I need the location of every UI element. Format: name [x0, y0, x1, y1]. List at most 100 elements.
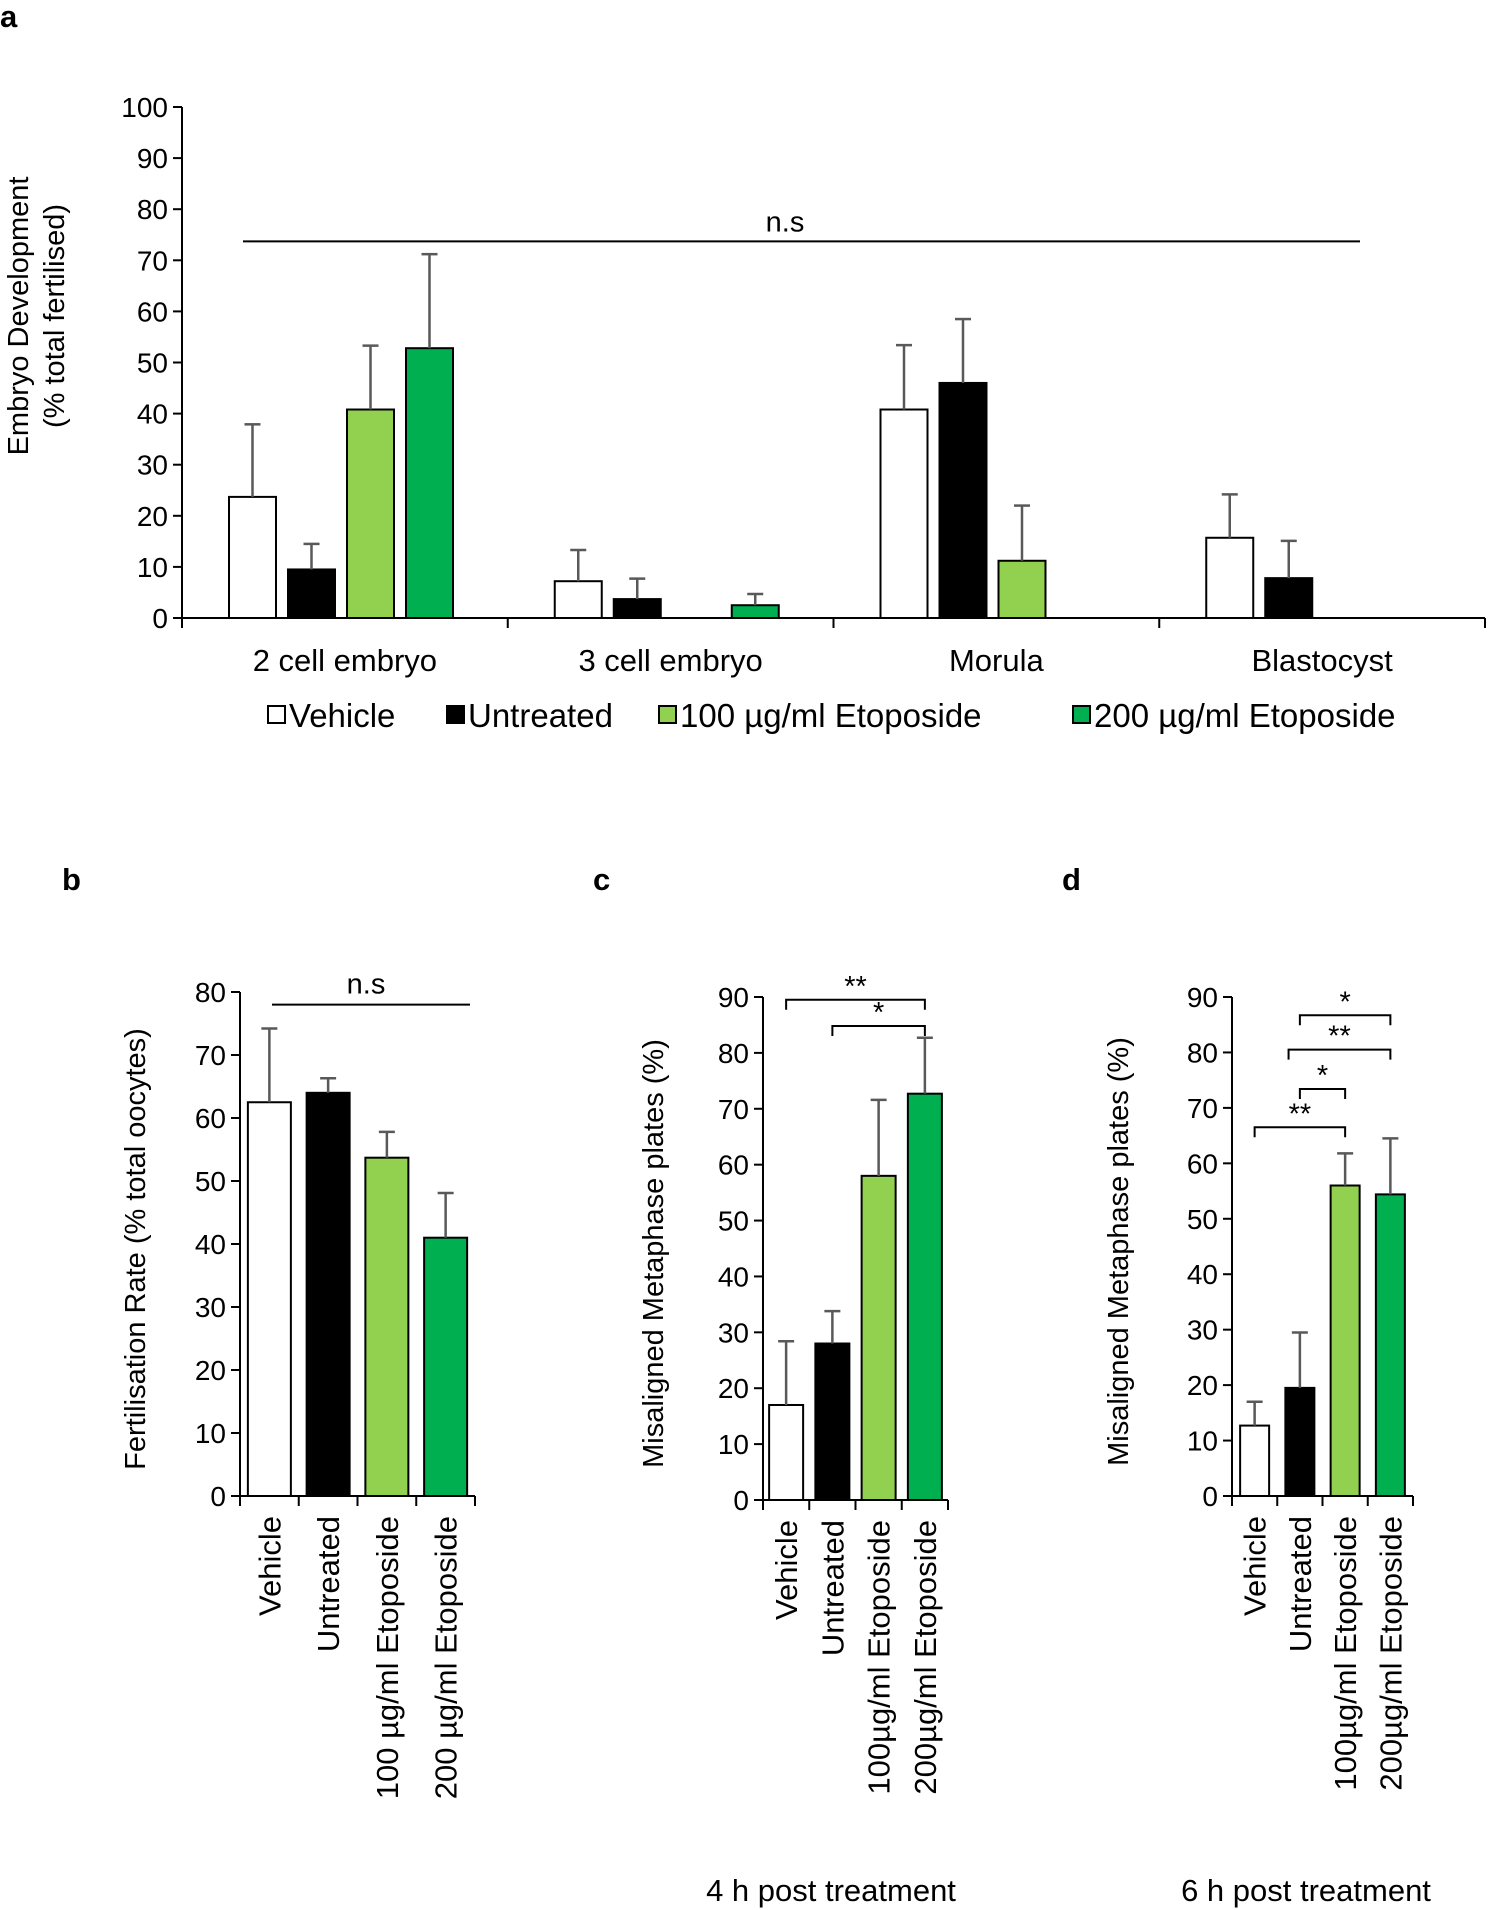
panel-d-category-label: Untreated — [1283, 1516, 1318, 1652]
panel-c-y-tick-label: 90 — [718, 982, 749, 1013]
panel-b-y-tick-label: 10 — [195, 1418, 226, 1449]
panel-a-y-tick-label: 90 — [137, 143, 168, 174]
panel-b-y-axis-label: Fertilisation Rate (% total oocytes) — [120, 1028, 152, 1470]
panel-c-y-tick-label: 0 — [733, 1485, 749, 1516]
panel-b-chart: 0 10 20 30 40 50 60 70 80 Vehicle Untreated 100 µg/… — [120, 969, 476, 1799]
panel-a-y-tick-label: 30 — [137, 450, 168, 481]
panel-b-y-tick-label: 40 — [195, 1229, 226, 1260]
panel-d-y-tick-label: 40 — [1187, 1259, 1218, 1290]
panel-d-y-tick-label: 60 — [1187, 1148, 1218, 1179]
panel-c-y-tick-label: 20 — [718, 1373, 749, 1404]
panel-b-y-tick-label: 60 — [195, 1103, 226, 1134]
panel-c-category-label: 200µg/ml Etoposide — [908, 1520, 943, 1795]
panel-c-y-tick-label: 50 — [718, 1206, 749, 1237]
legend-label: 200 µg/ml Etoposide — [1094, 697, 1396, 734]
panel-c-category-label: Untreated — [815, 1520, 850, 1656]
panel-d-category-label: 200µg/ml Etoposide — [1373, 1516, 1408, 1791]
panel-c-significance-bracket — [831, 1025, 926, 1037]
panel-c-y-tick-label: 10 — [718, 1429, 749, 1460]
panel-a-bar — [612, 598, 662, 620]
panel-b-y-tick-label: 0 — [210, 1481, 226, 1512]
panel-c-bar — [814, 1342, 851, 1501]
panel-letter-d: d — [1062, 862, 1081, 897]
panel-b-category-label: Vehicle — [252, 1516, 287, 1616]
panel-c-y-tick-label: 40 — [718, 1261, 749, 1292]
panel-d-y-tick-label: 80 — [1187, 1037, 1218, 1068]
panel-b-y-tick-label: 50 — [195, 1166, 226, 1197]
panel-a-bar — [1205, 536, 1255, 620]
panel-a-y-axis-label: Embryo Development — [3, 177, 35, 456]
panel-d-significance-bracket — [1298, 1088, 1347, 1100]
panel-a-bar — [938, 381, 988, 619]
panel-a-bar — [1264, 577, 1314, 620]
panel-b-category-label: 100 µg/ml Etoposide — [370, 1516, 405, 1799]
panel-d-y-axis-label: Misaligned Metaphase plates (%) — [1103, 1037, 1135, 1466]
panel-letter-b: b — [62, 862, 81, 897]
legend-swatch — [446, 705, 465, 724]
panel-b-ns-label: n.s — [347, 969, 386, 1001]
panel-a-y-tick-label: 0 — [152, 603, 168, 634]
panel-d-chart: 0 10 20 30 40 50 60 70 80 90 Vehicle Untreated 100µg… — [1103, 982, 1431, 1908]
legend-swatch — [658, 705, 677, 724]
panel-c-y-tick-label: 70 — [718, 1094, 749, 1125]
panel-a-y-tick-label: 40 — [137, 399, 168, 430]
panel-c-significance-label: * — [873, 997, 884, 1029]
panel-b-y-tick-label: 80 — [195, 977, 226, 1008]
panel-d-footer-label: 6 h post treatment — [1181, 1873, 1431, 1908]
panel-a-y-tick-label: 70 — [137, 245, 168, 276]
panel-c-bar — [906, 1092, 943, 1501]
panel-d-y-tick-label: 50 — [1187, 1204, 1218, 1235]
panel-b-category-label: Untreated — [311, 1516, 346, 1652]
panel-b-y-tick-label: 30 — [195, 1292, 226, 1323]
panel-b-bar — [305, 1091, 351, 1498]
panel-c-y-axis-label: Misaligned Metaphase plates (%) — [638, 1039, 670, 1468]
panel-d-significance-label: ** — [1289, 1098, 1312, 1130]
legend-label: 100 µg/ml Etoposide — [680, 697, 982, 734]
panel-b-bar — [364, 1156, 410, 1497]
panel-a-chart: 0 10 20 30 40 50 60 70 80 90 100 2 cell embryo 3 cel… — [3, 92, 1486, 734]
panel-a-y-tick-label: 50 — [137, 348, 168, 379]
panel-a-category-label: 2 cell embryo — [253, 643, 437, 678]
panel-d-category-label: 100µg/ml Etoposide — [1328, 1516, 1363, 1791]
panel-c-y-tick-label: 30 — [718, 1317, 749, 1348]
panel-c-category-label: 100µg/ml Etoposide — [862, 1520, 897, 1795]
panel-d-significance-bracket — [1298, 1014, 1392, 1026]
panel-c-footer-label: 4 h post treatment — [706, 1873, 956, 1908]
panel-d-bar — [1329, 1184, 1361, 1497]
panel-a-bar — [287, 568, 336, 620]
panel-d-y-tick-label: 70 — [1187, 1093, 1218, 1124]
panel-a-bar — [879, 408, 929, 619]
panel-c-significance-bracket — [785, 998, 926, 1010]
panel-b-category-label: 200 µg/ml Etoposide — [429, 1516, 464, 1799]
panel-c-significance-label: ** — [844, 971, 867, 1003]
panel-a-category-label: 3 cell embryo — [578, 643, 762, 678]
legend-swatch — [1072, 705, 1091, 724]
legend-label: Vehicle — [289, 697, 395, 734]
panel-c-category-label: Vehicle — [769, 1520, 804, 1620]
panel-d-significance-bracket — [1287, 1048, 1392, 1060]
panel-a-y-tick-label: 20 — [137, 501, 168, 532]
panel-letter-c: c — [593, 862, 610, 897]
panel-b-y-tick-label: 70 — [195, 1040, 226, 1071]
panel-a-category-label: Morula — [949, 643, 1045, 678]
panel-b-bar — [246, 1101, 292, 1497]
panel-d-y-tick-label: 20 — [1187, 1370, 1218, 1401]
panel-d-significance-bracket — [1253, 1126, 1347, 1138]
panel-a-y-axis-label-2: (% total fertilised) — [39, 204, 71, 428]
panel-a-y-tick-label: 80 — [137, 194, 168, 225]
panel-d-significance-label: ** — [1328, 1021, 1351, 1053]
panel-d-bar — [1284, 1386, 1316, 1497]
panel-d-bar — [1374, 1193, 1406, 1497]
panel-a-y-tick-label: 60 — [137, 296, 168, 327]
panel-d-y-tick-label: 30 — [1187, 1315, 1218, 1346]
panel-c-chart: 0 10 20 30 40 50 60 70 80 90 Vehicle Untreated 100µg… — [638, 971, 956, 1908]
panel-a-ns-label: n.s — [766, 206, 805, 238]
panel-a-bar — [405, 347, 454, 619]
panel-a-bar — [346, 408, 395, 619]
panel-b-bar — [423, 1236, 469, 1497]
panel-d-bar — [1239, 1424, 1271, 1498]
panel-d-category-label: Vehicle — [1238, 1516, 1273, 1616]
panel-a-bar — [228, 495, 277, 620]
legend-swatch — [267, 705, 286, 724]
